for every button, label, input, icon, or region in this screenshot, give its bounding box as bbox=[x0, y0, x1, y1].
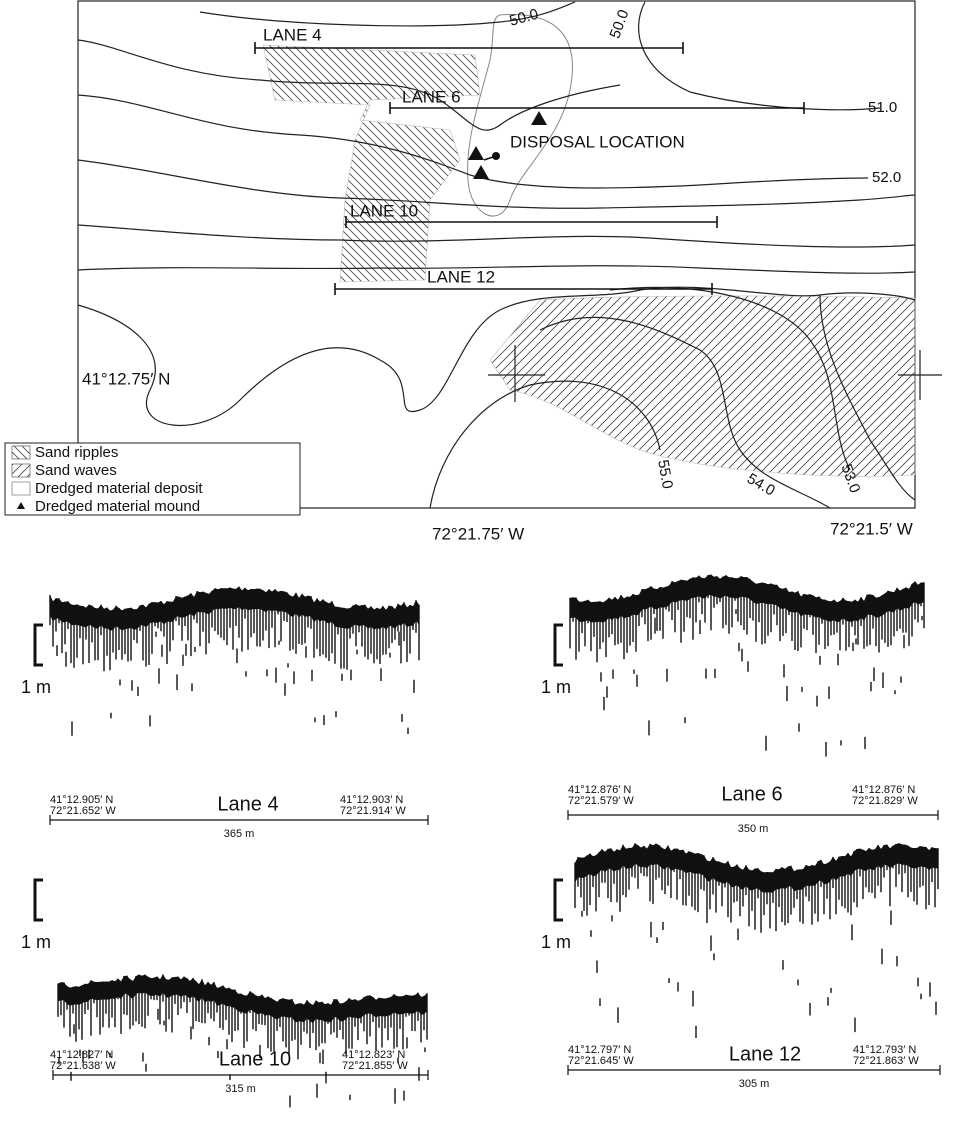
distance-label: 365 m bbox=[224, 828, 255, 840]
scale-label: 1 m bbox=[541, 932, 571, 952]
scale-label: 1 m bbox=[21, 932, 51, 952]
coordinate: 41°12.905′ N bbox=[50, 794, 113, 806]
leader bbox=[483, 155, 497, 161]
profile-title: Lane 6 bbox=[721, 783, 782, 805]
profile-panel: 1 m 41°12.827′ N72°21.638′ W Lane 10 41°12.… bbox=[21, 878, 429, 1108]
sonar-band bbox=[50, 586, 419, 631]
sonar-trace bbox=[574, 843, 939, 1038]
contour bbox=[539, 316, 831, 509]
contour bbox=[77, 39, 621, 131]
scale-bracket bbox=[33, 623, 43, 667]
coordinate: 72°21.863′ W bbox=[853, 1055, 919, 1067]
sonar-trace bbox=[57, 974, 428, 1108]
distance-bar bbox=[567, 1065, 941, 1075]
lane-label: LANE 6 bbox=[402, 87, 461, 106]
coordinate: 41°12.876′ N bbox=[852, 784, 915, 796]
contour bbox=[819, 294, 916, 501]
sonar-trace bbox=[569, 574, 925, 757]
coordinate: 41°12.793′ N bbox=[853, 1044, 916, 1056]
sand-waves-area bbox=[489, 295, 916, 477]
coordinate: 41°12.903′ N bbox=[340, 794, 403, 806]
contour-label: 55.0 bbox=[654, 458, 676, 490]
contour bbox=[429, 380, 661, 509]
contour-label: 51.0 bbox=[868, 99, 897, 116]
coordinate: 41°12.876′ N bbox=[568, 784, 631, 796]
coordinate: 41°12.823′ N bbox=[342, 1049, 405, 1061]
scale-label: 1 m bbox=[541, 677, 571, 697]
profile-panel: 1 m41°12.876′ N72°21.579′ W Lane 6 41°12.8… bbox=[541, 574, 939, 835]
coordinate: 72°21.645′ W bbox=[568, 1055, 634, 1067]
contour bbox=[77, 286, 916, 427]
distance-bar bbox=[52, 1070, 429, 1080]
profile-panel: 1 m 41°12.797′ N72°21.645′ W Lane 12 41°12.… bbox=[541, 843, 941, 1090]
legend-swatch bbox=[11, 463, 31, 478]
coordinate: 72°21.638′ W bbox=[50, 1060, 116, 1072]
scale-label: 1 m bbox=[21, 677, 51, 697]
contour bbox=[638, 1, 881, 111]
lane-label: LANE 10 bbox=[350, 201, 418, 220]
scale-bracket bbox=[553, 623, 563, 667]
coordinate: 72°21.829′ W bbox=[852, 795, 918, 807]
profile-title: Lane 10 bbox=[219, 1048, 291, 1070]
deposit-outline bbox=[467, 13, 573, 217]
profile-title: Lane 12 bbox=[729, 1043, 801, 1065]
coordinate: 41°12.827′ N bbox=[50, 1049, 113, 1061]
lane-line bbox=[254, 42, 684, 54]
map-features bbox=[77, 1, 942, 509]
legend-swatch bbox=[11, 445, 31, 460]
sonar-band bbox=[570, 574, 924, 623]
disposal-label: DISPOSAL LOCATION bbox=[510, 132, 685, 151]
lane-line bbox=[389, 102, 805, 114]
profile-panel: 1 m 41°12.905′ N72°21.652′ W Lane 4 41°12.9… bbox=[21, 586, 429, 840]
coordinate: 72°21.579′ W bbox=[568, 795, 634, 807]
legend-label: Dredged material mound bbox=[35, 498, 200, 515]
coordinate: 72°21.855′ W bbox=[342, 1060, 408, 1072]
crosshair bbox=[488, 345, 942, 402]
longitude-label: 72°21.75′ W bbox=[432, 524, 524, 543]
legend-swatch bbox=[11, 481, 31, 496]
distance-label: 350 m bbox=[738, 823, 769, 835]
contour bbox=[199, 1, 576, 27]
legend-label: Dredged material deposit bbox=[35, 480, 203, 497]
scale-bracket bbox=[33, 878, 43, 922]
mound-marker bbox=[468, 111, 547, 179]
legend-swatch bbox=[17, 502, 25, 509]
distance-label: 305 m bbox=[739, 1078, 770, 1090]
longitude-label: 72°21.5′ W bbox=[830, 519, 913, 538]
latitude-label: 41°12.75′ N bbox=[82, 369, 170, 388]
lane-label: LANE 12 bbox=[427, 267, 495, 286]
coordinate: 72°21.652′ W bbox=[50, 805, 116, 817]
scale-bracket bbox=[553, 878, 563, 922]
legend: Sand ripples Sand waves Dredged material… bbox=[4, 442, 301, 516]
coordinate: 41°12.797′ N bbox=[568, 1044, 631, 1056]
contour bbox=[77, 224, 916, 248]
contour bbox=[77, 265, 916, 274]
profile-title: Lane 4 bbox=[217, 793, 278, 815]
sonar-band bbox=[575, 843, 938, 893]
contour-label: 52.0 bbox=[872, 169, 901, 186]
sonar-band bbox=[58, 974, 427, 1023]
lane-line bbox=[334, 283, 713, 295]
legend-label: Sand waves bbox=[35, 462, 117, 479]
contour bbox=[77, 159, 916, 209]
sonar-trace bbox=[49, 586, 420, 736]
lane-line bbox=[345, 216, 718, 228]
legend-box bbox=[4, 442, 301, 516]
profiles: 1 m 41°12.905′ N72°21.652′ W Lane 4 41°12.9… bbox=[21, 574, 941, 1108]
distance-bar bbox=[49, 815, 429, 825]
lane-label: LANE 4 bbox=[263, 25, 322, 44]
contour bbox=[77, 94, 869, 189]
coordinate: 72°21.914′ W bbox=[340, 805, 406, 817]
legend-label: Sand ripples bbox=[35, 444, 118, 461]
distance-bar bbox=[567, 810, 939, 820]
distance-label: 315 m bbox=[225, 1083, 256, 1095]
contour-label: 50.0 bbox=[508, 6, 541, 30]
